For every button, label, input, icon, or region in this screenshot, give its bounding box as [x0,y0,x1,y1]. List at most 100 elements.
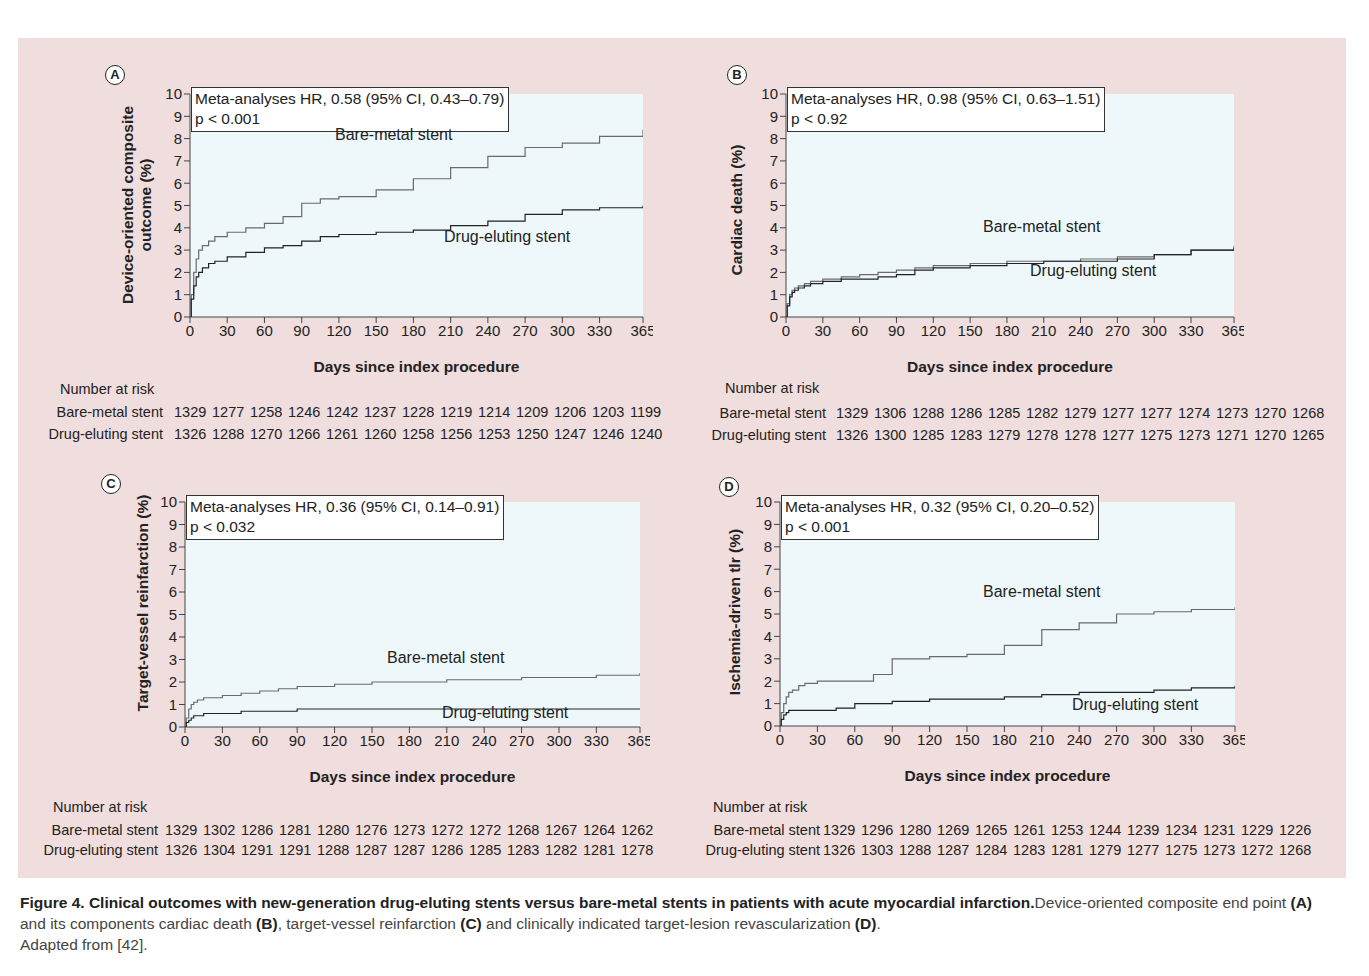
svg-text:365: 365 [630,322,653,339]
svg-text:9: 9 [174,108,182,125]
svg-text:0: 0 [770,308,778,325]
svg-text:120: 120 [917,731,942,748]
svg-text:0: 0 [174,308,182,325]
svg-text:240: 240 [1067,731,1092,748]
svg-text:6: 6 [174,175,182,192]
svg-text:4: 4 [169,628,177,645]
svg-text:6: 6 [770,175,778,192]
svg-text:365: 365 [1222,731,1245,748]
svg-text:7: 7 [764,561,772,578]
svg-text:3: 3 [764,650,772,667]
svg-text:10: 10 [160,493,177,510]
svg-text:210: 210 [1031,322,1056,339]
svg-text:0: 0 [782,322,790,339]
svg-text:10: 10 [761,85,778,102]
svg-text:150: 150 [958,322,983,339]
svg-text:4: 4 [174,219,182,236]
html-text:Meta-analyses HR, 0.58 (95% CI: Meta-analyses HR, 0.58 (95% CI, 0.43–0.7… [195,90,505,107]
svg-text:240: 240 [475,322,500,339]
svg-text:1: 1 [770,286,778,303]
svg-text:9: 9 [770,108,778,125]
svg-text:2: 2 [169,673,177,690]
svg-text:6: 6 [169,583,177,600]
svg-text:330: 330 [584,732,609,749]
svg-text:210: 210 [434,732,459,749]
svg-text:300: 300 [1141,731,1166,748]
svg-text:90: 90 [289,732,306,749]
svg-text:0: 0 [181,732,189,749]
svg-text:2: 2 [770,264,778,281]
svg-text:8: 8 [169,538,177,555]
svg-text:5: 5 [770,197,778,214]
svg-text:3: 3 [770,241,778,258]
svg-text:120: 120 [326,322,351,339]
svg-text:3: 3 [174,241,182,258]
svg-text:270: 270 [1105,322,1130,339]
svg-text:60: 60 [851,322,868,339]
svg-text:1: 1 [169,696,177,713]
svg-text:4: 4 [770,219,778,236]
svg-text:210: 210 [1029,731,1054,748]
svg-text:6: 6 [764,583,772,600]
svg-text:8: 8 [770,130,778,147]
svg-text:90: 90 [888,322,905,339]
svg-text:10: 10 [165,85,182,102]
svg-text:30: 30 [809,731,826,748]
svg-text:9: 9 [169,516,177,533]
svg-text:7: 7 [174,152,182,169]
svg-text:0: 0 [186,322,194,339]
svg-text:300: 300 [546,732,571,749]
svg-text:60: 60 [251,732,268,749]
svg-text:7: 7 [169,561,177,578]
svg-text:150: 150 [364,322,389,339]
svg-text:120: 120 [322,732,347,749]
svg-text:0: 0 [764,717,772,734]
svg-text:5: 5 [764,605,772,622]
svg-text:3: 3 [169,651,177,668]
svg-text:240: 240 [1068,322,1093,339]
svg-text:9: 9 [764,516,772,533]
svg-text:0: 0 [776,731,784,748]
svg-text:180: 180 [994,322,1019,339]
svg-text:330: 330 [1179,322,1204,339]
svg-text:8: 8 [174,130,182,147]
svg-text:30: 30 [814,322,831,339]
svg-text:5: 5 [169,606,177,623]
svg-text:180: 180 [401,322,426,339]
svg-text:0: 0 [169,718,177,735]
svg-text:330: 330 [1179,731,1204,748]
svg-text:300: 300 [550,322,575,339]
svg-text:365: 365 [1221,322,1244,339]
svg-text:150: 150 [359,732,384,749]
svg-text:8: 8 [764,538,772,555]
svg-text:365: 365 [627,732,650,749]
svg-text:5: 5 [174,197,182,214]
svg-text:150: 150 [954,731,979,748]
svg-text:60: 60 [256,322,273,339]
html-text:Drug-eluting stent: Drug-eluting stent [444,228,571,245]
svg-text:240: 240 [472,732,497,749]
svg-text:270: 270 [1104,731,1129,748]
html-text:Bare-metal stent: Bare-metal stent [335,126,453,143]
svg-text:120: 120 [921,322,946,339]
svg-text:180: 180 [397,732,422,749]
svg-text:4: 4 [764,628,772,645]
svg-text:210: 210 [438,322,463,339]
svg-text:1: 1 [174,286,182,303]
svg-text:180: 180 [992,731,1017,748]
html-text:p < 0.001: p < 0.001 [195,110,261,127]
svg-text:10: 10 [755,493,772,510]
svg-text:90: 90 [884,731,901,748]
svg-text:30: 30 [219,322,236,339]
svg-text:2: 2 [764,673,772,690]
svg-text:300: 300 [1142,322,1167,339]
svg-text:60: 60 [846,731,863,748]
svg-text:270: 270 [513,322,538,339]
svg-text:1: 1 [764,695,772,712]
svg-text:7: 7 [770,152,778,169]
svg-text:2: 2 [174,264,182,281]
svg-text:90: 90 [293,322,310,339]
svg-text:30: 30 [214,732,231,749]
svg-text:270: 270 [509,732,534,749]
svg-text:330: 330 [587,322,612,339]
